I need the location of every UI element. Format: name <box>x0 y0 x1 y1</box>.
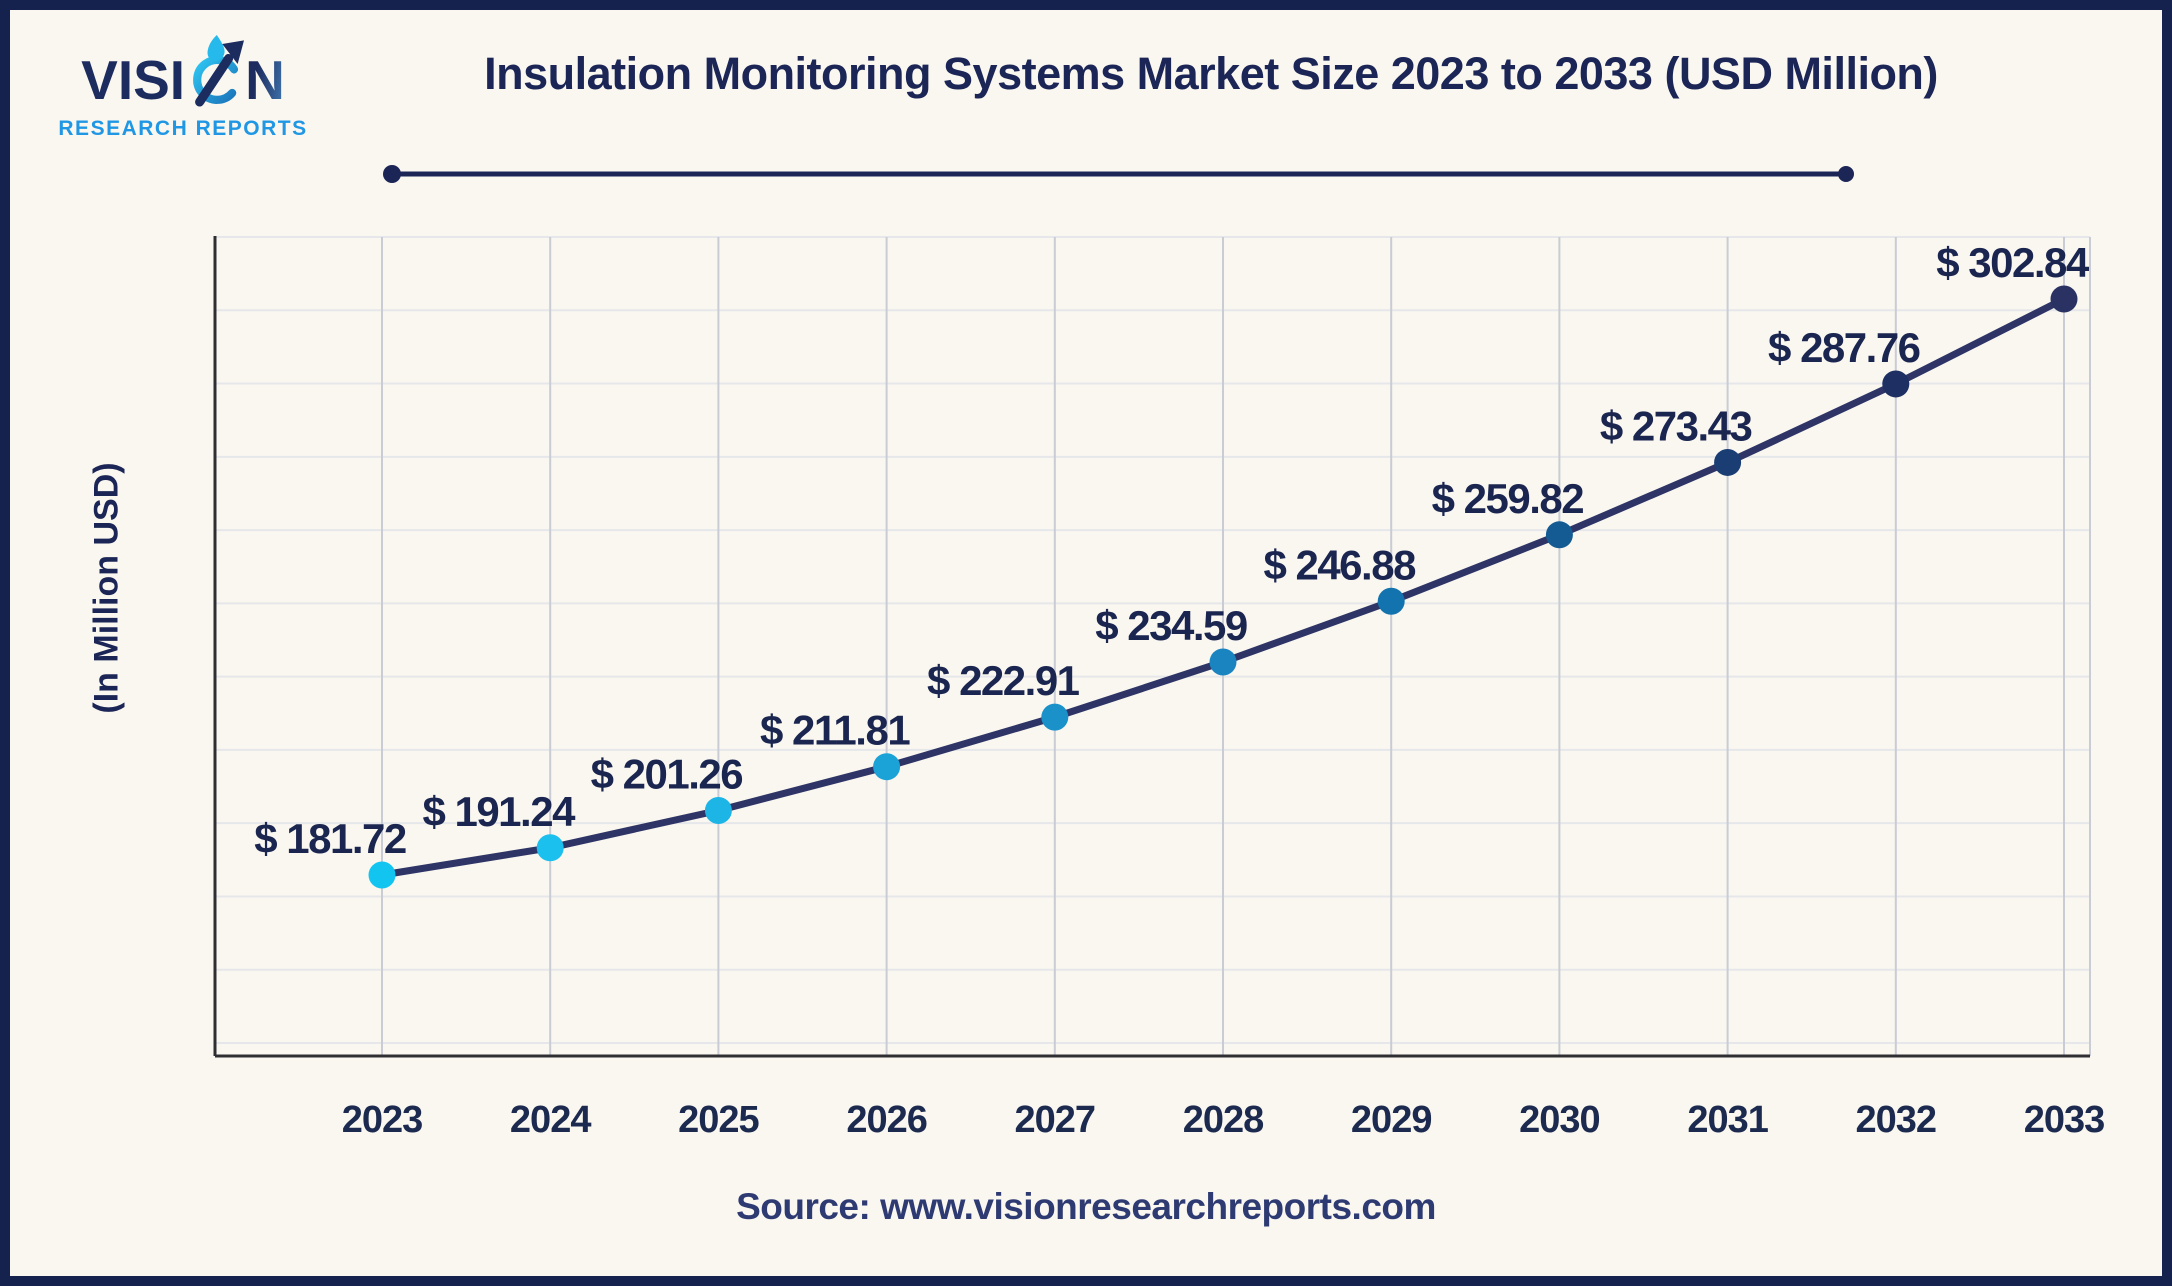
logo-text-start: VISI <box>81 49 186 111</box>
value-label-2030: $ 259.82 <box>1432 475 1584 522</box>
x-tick-label-2033: 2033 <box>2024 1099 2105 1141</box>
x-tick-label-2027: 2027 <box>1015 1099 1096 1141</box>
x-tick-label-2029: 2029 <box>1351 1099 1432 1141</box>
value-label-2024: $ 191.24 <box>422 788 576 835</box>
data-point-2024 <box>536 834 564 862</box>
x-tick-label-2030: 2030 <box>1519 1099 1600 1141</box>
logo-wordmark: VISI <box>58 34 308 111</box>
value-label-2032: $ 287.76 <box>1768 324 1920 371</box>
data-point-2031 <box>1714 448 1742 476</box>
value-label-2023: $ 181.72 <box>254 815 406 862</box>
x-tick-label-2031: 2031 <box>1687 1099 1768 1141</box>
data-point-2029 <box>1377 587 1405 615</box>
value-label-2026: $ 211.81 <box>760 707 910 754</box>
y-axis-label: (In Million USD) <box>87 462 126 714</box>
title-underline <box>383 165 1854 183</box>
logo-text-end: N <box>245 49 285 111</box>
x-tick-label-2026: 2026 <box>846 1099 927 1141</box>
x-tick-label-2024: 2024 <box>510 1099 591 1141</box>
page-title: Insulation Monitoring Systems Market Siz… <box>484 48 1938 99</box>
data-point-2028 <box>1209 648 1237 676</box>
data-point-2030 <box>1545 521 1573 549</box>
x-tick-label-2025: 2025 <box>678 1099 759 1141</box>
logo-subtitle: RESEARCH REPORTS <box>58 117 308 140</box>
value-label-2033: $ 302.84 <box>1936 239 2090 286</box>
data-point-2032 <box>1882 370 1910 398</box>
value-label-2031: $ 273.43 <box>1600 402 1752 449</box>
logo-swoosh-icon <box>186 34 245 108</box>
value-label-2027: $ 222.91 <box>927 657 1080 704</box>
value-label-2028: $ 234.59 <box>1095 602 1247 649</box>
source-caption: Source: www.visionresearchreports.com <box>736 1186 1436 1227</box>
data-point-2033 <box>2050 285 2078 313</box>
value-label-2029: $ 246.88 <box>1263 541 1416 588</box>
brand-logo: VISI <box>58 34 308 141</box>
x-tick-label-2023: 2023 <box>342 1099 423 1141</box>
value-label-2025: $ 201.26 <box>591 750 743 797</box>
data-point-2027 <box>1041 703 1069 731</box>
data-point-2023 <box>368 861 396 889</box>
data-point-2025 <box>704 796 732 824</box>
x-tick-label-2032: 2032 <box>1856 1099 1937 1141</box>
x-tick-label-2028: 2028 <box>1183 1099 1264 1141</box>
data-point-2026 <box>873 753 901 781</box>
